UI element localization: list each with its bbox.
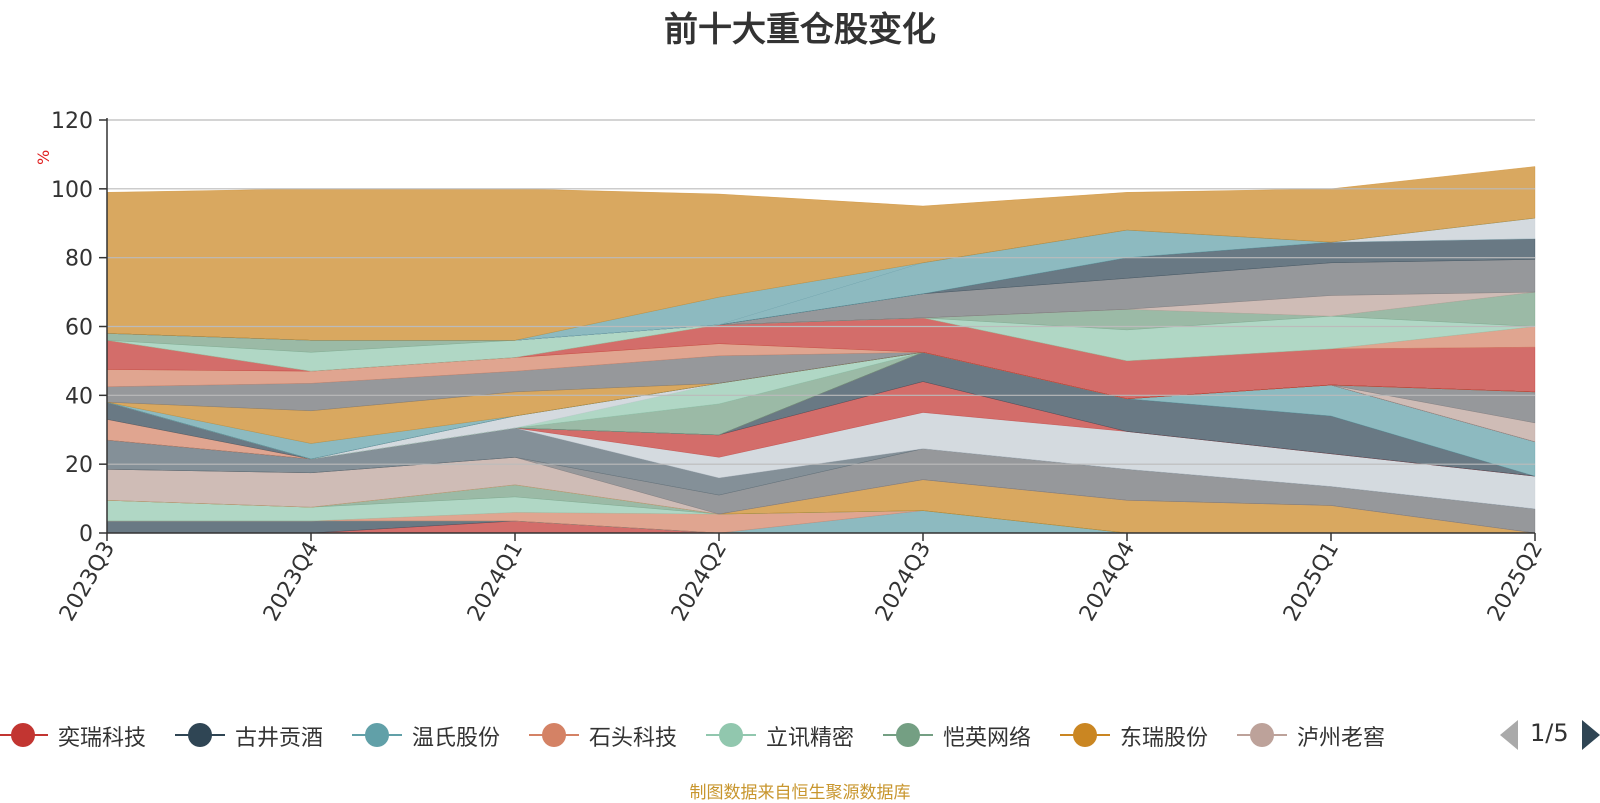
legend-next-arrow-icon[interactable] xyxy=(1582,720,1600,750)
area-series-37 xyxy=(106,166,1536,341)
legend-page-indicator: 1/5 xyxy=(1530,719,1569,747)
legend: 奕瑞科技 古井贡酒 温氏股份 石头科技 立讯精密 恺英网络 东瑞股份 泸州老窖 xyxy=(0,715,1495,755)
chart-title: 前十大重仓股变化 xyxy=(664,10,936,50)
y-unit-label: % xyxy=(34,150,53,165)
y-tick-label: 80 xyxy=(65,247,93,272)
legend-dot-icon xyxy=(1250,723,1274,747)
legend-label: 石头科技 xyxy=(589,726,678,751)
gridlines xyxy=(107,119,1535,465)
legend-dot-icon xyxy=(188,723,212,747)
y-tick-label: 0 xyxy=(79,522,93,547)
x-tick-label: 2024Q1 xyxy=(463,538,528,626)
legend-pager: 1/5 xyxy=(1500,715,1600,755)
legend-label: 恺英网络 xyxy=(943,726,1032,751)
y-tick-label: 20 xyxy=(65,453,93,478)
legend-dot-icon xyxy=(542,723,566,747)
legend-prev-arrow-icon[interactable] xyxy=(1500,720,1518,750)
x-tick-label: 2023Q4 xyxy=(259,538,324,626)
x-tick-label: 2025Q1 xyxy=(1279,538,1344,626)
legend-label: 东瑞股份 xyxy=(1120,726,1209,751)
x-tick-label: 2024Q3 xyxy=(871,538,936,626)
legend-label: 温氏股份 xyxy=(412,726,501,751)
x-tick-label: 2024Q2 xyxy=(667,538,732,626)
legend-dot-icon xyxy=(1073,723,1097,747)
y-tick-label: 100 xyxy=(51,178,93,203)
x-tick-label: 2024Q4 xyxy=(1075,538,1140,626)
x-tick-label: 2023Q3 xyxy=(55,538,120,626)
stacked-areas xyxy=(106,166,1536,534)
y-tick-label: 120 xyxy=(51,109,93,134)
legend-dot-icon xyxy=(365,723,389,747)
legend-label: 立讯精密 xyxy=(766,726,855,751)
legend-dot-icon xyxy=(896,723,920,747)
legend-label: 奕瑞科技 xyxy=(58,726,147,751)
y-tick-label: 40 xyxy=(65,384,93,409)
legend-dot-icon xyxy=(719,723,743,747)
legend-label: 古井贡酒 xyxy=(235,726,324,751)
source-note: 制图数据来自恒生聚源数据库 xyxy=(689,783,911,803)
legend-dot-icon xyxy=(11,723,35,747)
legend-label: 泸州老窖 xyxy=(1297,726,1386,751)
x-tick-label: 2025Q2 xyxy=(1483,538,1548,626)
y-tick-label: 60 xyxy=(65,316,93,341)
